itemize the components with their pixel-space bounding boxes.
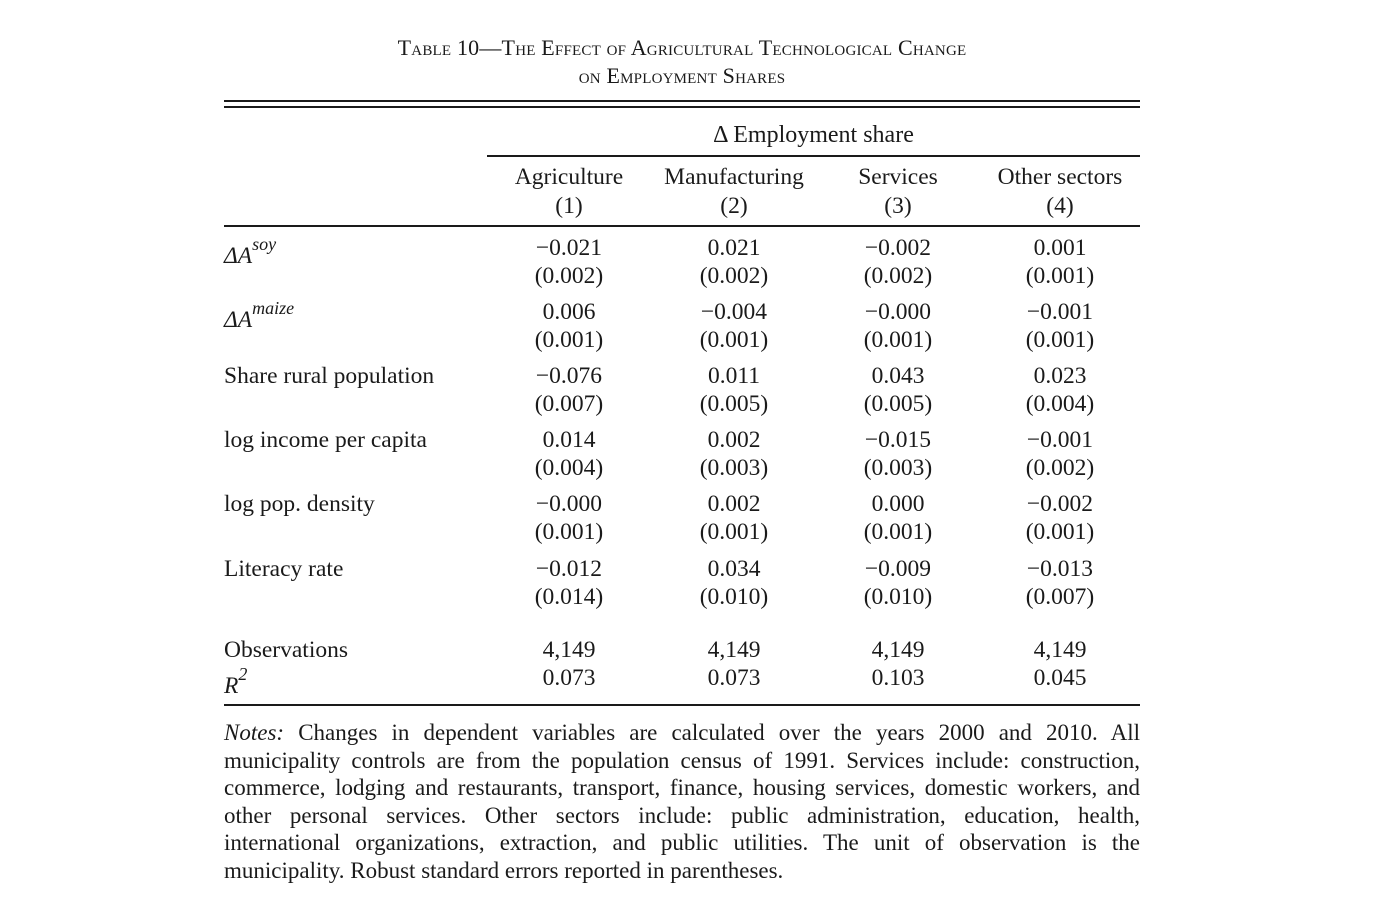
coefficient-cell: 0.034 [707, 556, 761, 582]
stat-label-2: R2 [224, 664, 247, 700]
standard-error-cell: (0.002) [699, 263, 769, 289]
coefficient-cell: −0.076 [535, 363, 603, 389]
standard-error-cell: (0.004) [1025, 391, 1095, 417]
coefficient-cell: −0.000 [535, 491, 603, 517]
row-label-1-main: ΔA [224, 242, 253, 269]
standard-error-cell: (0.001) [1025, 327, 1095, 353]
notes-label: Notes: [224, 720, 285, 745]
notes-text: Changes in dependent variables are calcu… [224, 720, 1141, 883]
table-notes: Notes: Changes in dependent variables ar… [224, 719, 1140, 884]
row-label-4: log income per capita [224, 426, 427, 454]
table-title-line2: on Employment Shares [578, 63, 786, 88]
coefficient-cell: −0.021 [535, 235, 603, 261]
column-header-1: Agriculture [514, 164, 624, 190]
row-label-1-superscript: soy [252, 234, 277, 254]
stat-label-1: Observations [224, 636, 348, 664]
column-header-2: Manufacturing [664, 164, 804, 190]
standard-error-cell: (0.007) [534, 391, 604, 417]
coefficient-cell: −0.009 [864, 556, 932, 582]
column-header-4: Other sectors [997, 164, 1123, 190]
table-title-line1: Table 10—The Effect of Agricultural Tech… [397, 35, 967, 60]
coefficient-cell: −0.004 [700, 299, 768, 325]
row-label-3: Share rural population [224, 362, 434, 390]
column-number-1: (1) [555, 193, 583, 219]
standard-error-cell: (0.005) [699, 391, 769, 417]
standard-error-cell: (0.002) [863, 263, 933, 289]
coefficient-cell: 0.043 [871, 363, 925, 389]
coefficient-cell: 0.006 [542, 299, 596, 325]
coefficient-cell: 0.001 [1033, 235, 1087, 261]
table-title: Table 10—The Effect of Agricultural Tech… [224, 34, 1140, 90]
coefficient-cell: −0.002 [864, 235, 932, 261]
coefficient-cell: 0.011 [707, 363, 760, 389]
coefficient-cell: −0.000 [864, 299, 932, 325]
coefficient-cell: 0.000 [871, 491, 925, 517]
coefficient-cell: −0.002 [1026, 491, 1094, 517]
coefficient-cell: 0.023 [1033, 363, 1087, 389]
stat-cell: 0.045 [1033, 665, 1087, 691]
stat-label-2-main: R [224, 672, 239, 699]
standard-error-cell: (0.001) [699, 327, 769, 353]
bottom-rule [224, 704, 1140, 706]
column-number-3: (3) [884, 193, 912, 219]
row-label-5: log pop. density [224, 490, 375, 518]
stat-cell: 4,149 [542, 637, 596, 663]
standard-error-cell: (0.001) [534, 519, 604, 545]
top-rule-1 [224, 100, 1140, 102]
top-rule-2 [224, 106, 1140, 108]
standard-error-cell: (0.010) [699, 584, 769, 610]
standard-error-cell: (0.001) [1025, 519, 1095, 545]
coefficient-cell: 0.002 [707, 427, 761, 453]
standard-error-cell: (0.001) [863, 327, 933, 353]
row-label-2: ΔAmaize [224, 298, 294, 334]
standard-error-cell: (0.005) [863, 391, 933, 417]
standard-error-cell: (0.014) [534, 584, 604, 610]
stat-cell: 0.073 [542, 665, 596, 691]
coefficient-cell: −0.001 [1026, 427, 1094, 453]
column-header-3: Services [858, 164, 938, 190]
stat-cell: 4,149 [707, 637, 761, 663]
coefficient-cell: −0.012 [535, 556, 603, 582]
standard-error-cell: (0.010) [863, 584, 933, 610]
standard-error-cell: (0.001) [863, 519, 933, 545]
standard-error-cell: (0.001) [1025, 263, 1095, 289]
row-label-2-main: ΔA [224, 306, 253, 333]
coefficient-cell: 0.021 [707, 235, 761, 261]
coefficient-cell: −0.013 [1026, 556, 1094, 582]
stat-cell: 0.103 [871, 665, 925, 691]
standard-error-cell: (0.003) [699, 455, 769, 481]
standard-error-cell: (0.003) [863, 455, 933, 481]
standard-error-cell: (0.002) [1025, 455, 1095, 481]
column-number-4: (4) [1046, 193, 1074, 219]
standard-error-cell: (0.001) [534, 327, 604, 353]
header-rule [224, 225, 1140, 227]
row-label-6: Literacy rate [224, 555, 343, 583]
coefficient-cell: −0.015 [864, 427, 932, 453]
coefficient-cell: 0.002 [707, 491, 761, 517]
column-group-header: Δ Employment share [713, 122, 914, 148]
standard-error-cell: (0.004) [534, 455, 604, 481]
stat-cell: 4,149 [1033, 637, 1087, 663]
row-label-4-main: log income per capita [224, 427, 427, 453]
coefficient-cell: 0.014 [542, 427, 596, 453]
stat-cell: 4,149 [871, 637, 925, 663]
column-group-underline [487, 155, 1140, 157]
standard-error-cell: (0.001) [699, 519, 769, 545]
stat-cell: 0.073 [707, 665, 761, 691]
coefficient-cell: −0.001 [1026, 299, 1094, 325]
row-label-6-main: Literacy rate [224, 556, 344, 582]
standard-error-cell: (0.002) [534, 263, 604, 289]
row-label-5-main: log pop. density [224, 491, 375, 517]
stat-label-2-superscript: 2 [238, 664, 248, 684]
row-label-3-main: Share rural population [224, 363, 435, 389]
row-label-1: ΔAsoy [224, 234, 276, 270]
standard-error-cell: (0.007) [1025, 584, 1095, 610]
row-label-2-superscript: maize [252, 298, 295, 318]
column-number-2: (2) [720, 193, 748, 219]
stat-label-1-main: Observations [224, 637, 349, 663]
